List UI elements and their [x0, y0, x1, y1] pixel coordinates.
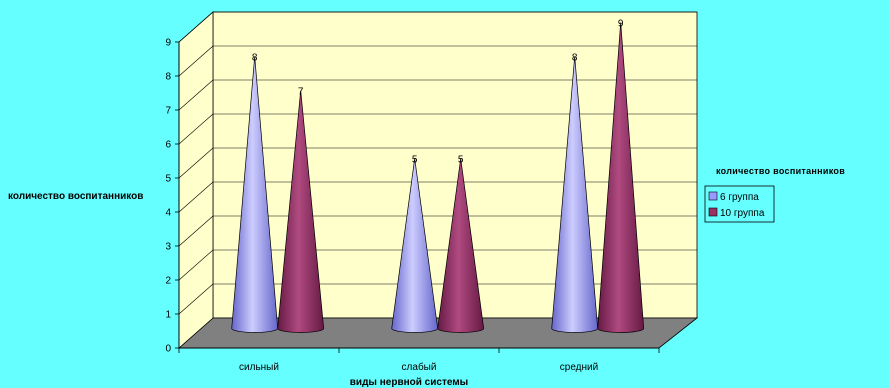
x-category-labels: сильный слабый средний [239, 361, 598, 373]
data-label-1-0: 5 [412, 155, 418, 166]
x-category-label-1: слабый [402, 361, 437, 373]
x-category-label-0: сильный [239, 362, 279, 373]
cone-2-1 [597, 22, 645, 333]
gridline-side-2 [178, 249, 214, 281]
gridline-side-7 [178, 79, 214, 111]
y-tick-label-9: 9 [165, 38, 171, 49]
gridline-side-1 [178, 283, 214, 315]
x-category-label-2: средний [560, 362, 598, 373]
y-tick-label-3: 3 [165, 242, 171, 253]
y-tick-label-5: 5 [165, 174, 171, 185]
y-tick-label-1: 1 [165, 310, 171, 321]
data-label-2-0: 8 [572, 53, 578, 64]
cone-body-2-0 [551, 56, 599, 333]
cone-1-0 [391, 158, 439, 333]
y-tick-label-7: 7 [165, 106, 171, 117]
legend-swatch-10-group [708, 207, 718, 217]
gridline-side-8 [178, 45, 214, 77]
data-label-1-1: 5 [458, 155, 464, 166]
legend: количество воспитанников 6 группа 10 гру… [704, 166, 845, 223]
cone-2-0 [551, 56, 599, 333]
data-label-0-0: 8 [252, 53, 258, 64]
data-label-0-1: 7 [298, 87, 304, 98]
data-label-2-1: 9 [618, 19, 624, 30]
gridline-side-9 [178, 11, 214, 43]
axes [175, 41, 660, 353]
y-tick-label-8: 8 [165, 72, 171, 83]
legend-title: количество воспитанников [716, 166, 845, 176]
gridline-side-3 [178, 215, 214, 247]
y-tick-label-4: 4 [165, 208, 171, 219]
gridline-side-5 [178, 147, 214, 179]
y-tick-label-2: 2 [165, 276, 171, 287]
cone-0-0 [231, 56, 279, 333]
cone-0-1 [277, 90, 325, 333]
legend-label-6-group: 6 группа [720, 192, 759, 203]
y-axis-title: количество воспитанников [8, 191, 143, 202]
data-labels: 8 5 8 7 5 9 [252, 19, 624, 166]
gridline-side-4 [178, 181, 214, 213]
cone-body-0-1 [277, 90, 325, 333]
cone-body-2-1 [597, 22, 645, 333]
x-axis-title: виды нервной системы [350, 377, 468, 388]
cone-1-1 [437, 158, 485, 333]
legend-swatch-6-group [708, 191, 718, 201]
y-tick-label-0: 0 [165, 344, 171, 355]
gridline-side-6 [178, 113, 214, 145]
legend-label-10-group: 10 группа [720, 208, 765, 219]
cone-body-1-1 [437, 158, 485, 333]
cone-body-1-0 [391, 158, 439, 333]
plot-side-wall [178, 11, 214, 349]
cones [231, 22, 645, 333]
y-tick-labels: 0 1 2 3 4 5 6 7 8 9 [165, 38, 171, 355]
y-tick-label-6: 6 [165, 140, 171, 151]
cone-body-0-0 [231, 56, 279, 333]
